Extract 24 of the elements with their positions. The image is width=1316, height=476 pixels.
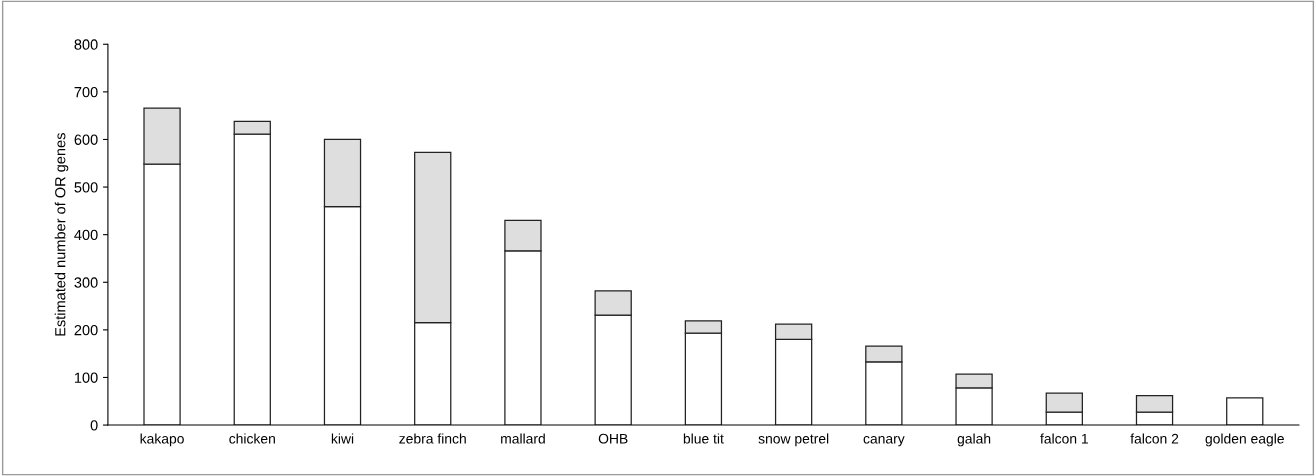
x-tick-label: canary: [863, 435, 905, 447]
y-axis-title: Estimated number of OR genes: [54, 133, 69, 336]
x-tick-label: falcon 1: [1040, 433, 1088, 444]
y-tick-label: 100: [74, 372, 98, 383]
x-tick-label: zebra finch: [399, 433, 466, 444]
bar: [1226, 397, 1264, 426]
x-tick-label: chicken: [229, 433, 275, 444]
y-tick-label: 800: [74, 39, 98, 50]
x-tick-label: OHB: [598, 433, 628, 444]
y-tick-label: 200: [74, 324, 98, 336]
y-tick-label: 400: [74, 229, 98, 241]
y-tick-label: 600: [74, 134, 98, 145]
y-tick-label: 300: [74, 277, 98, 288]
x-tick-label: falcon 2: [1130, 433, 1179, 444]
y-tick-label: 0: [90, 420, 98, 431]
y-tick-label: 700: [74, 86, 98, 98]
x-tick-label: mallard: [501, 433, 545, 444]
y-tick-label: 500: [74, 182, 98, 193]
x-tick-label: golden eagle: [1205, 433, 1284, 447]
x-tick-label: galah: [957, 433, 991, 447]
x-tick-label: kakapo: [140, 433, 184, 447]
x-tick-label: kiwi: [331, 433, 354, 444]
x-tick-label: snow petrel: [758, 433, 829, 447]
x-tick-label: blue tit: [683, 433, 724, 444]
